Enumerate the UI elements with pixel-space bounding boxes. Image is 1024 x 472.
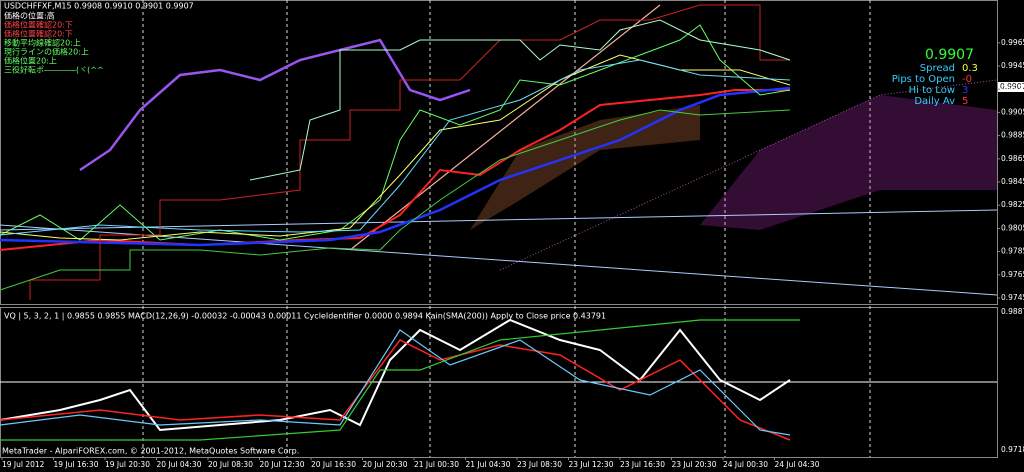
price-tick-label: 0.9745 [1001,293,1024,302]
time-tick-label: 20 Jul 16:30 [311,460,356,469]
main-frame [0,0,998,305]
symbol-line: USDCHFFXF,M15 0.9908 0.9910 0.9901 0.990… [4,2,194,11]
panel-label: Spread [920,63,955,74]
price-tick-label: 0.9945 [1001,61,1024,70]
time-tick-label: 19 Jul 16:30 [54,460,99,469]
sub-header: VQ | 5, 3, 2, 1 | 0.9855 0.9855 MACD(12,… [4,312,606,321]
panel-label: Daily Av [914,96,955,107]
panel-value: 0.3 [962,63,978,74]
indicator-status: 価格位置確認20:下 [4,29,73,39]
price-tick-label: 0.9925 [1001,84,1024,93]
indicator-status: 移動平均線確認20:上 [4,38,81,48]
time-tick-label: 23 Jul 20:30 [672,460,717,469]
time-tick-label: 24 Jul 04:30 [775,460,820,469]
time-tick-label: 20 Jul 12:30 [260,460,305,469]
time-tick-label: 19 Jul 2012 [2,460,45,469]
indicator-status: 価格位置20:上 [4,56,57,66]
panel-value: -0 [962,74,972,85]
footer: MetaTrader - AlpariFOREX.com, © 2001-201… [2,447,299,456]
time-tick-label: 21 Jul 04:30 [466,460,511,469]
panel-value: 5 [962,96,968,107]
time-tick-label: 20 Jul 04:30 [157,460,202,469]
panel-value: 3 [962,85,968,96]
price-tick-label: 0.9785 [1001,247,1024,256]
time-tick-label: 21 Jul 00:30 [414,460,459,469]
time-tick-label: 23 Jul 12:30 [569,460,614,469]
time-tick-label: 23 Jul 16:30 [620,460,665,469]
price-tick-label: 0.9965 [1001,38,1024,47]
indicator-status: 価格の位置:高 [4,11,55,21]
time-tick-label: 20 Jul 08:30 [208,460,253,469]
current-price: 0.9907 [1000,82,1024,91]
panel-label: Pips to Open [892,74,955,85]
current-price-box [998,82,1024,92]
price-tick-label: 0.9885 [1001,131,1024,140]
price-tick-label: 0.9845 [1001,177,1024,186]
indicator-status: 現行ラインの価格20:上 [4,47,89,57]
price-tick-label: 0.9765 [1001,270,1024,279]
time-tick-label: 23 Jul 08:30 [517,460,562,469]
time-tick-label: 24 Jul 00:30 [723,460,768,469]
indicator-lines [0,4,998,300]
time-tick-label: 20 Jul 20:30 [363,460,408,469]
price-tick-label: 0.9865 [1001,154,1024,163]
indicator-status: 価格位置確認20:下 [4,20,73,30]
panel-price: 0.9907 [925,47,974,63]
sub-axis-bottom: 0.9718 [1001,445,1024,454]
price-tick-label: 0.9905 [1001,107,1024,116]
price-tick-label: 0.9805 [1001,223,1024,232]
sub-indicator-lines [0,318,997,441]
indicator-status: 三役好転ポ――――(ヾ(^^ [4,65,104,75]
sub-axis-top: 0.9887 [1001,307,1024,316]
labels: USDCHFFXF,M15 0.9908 0.9910 0.9901 0.990… [2,2,1024,456]
day-separators [142,0,871,457]
price-tick-label: 0.9825 [1001,200,1024,209]
panel-label: Hi to Low [909,85,955,96]
time-tick-label: 19 Jul 20:30 [105,460,150,469]
